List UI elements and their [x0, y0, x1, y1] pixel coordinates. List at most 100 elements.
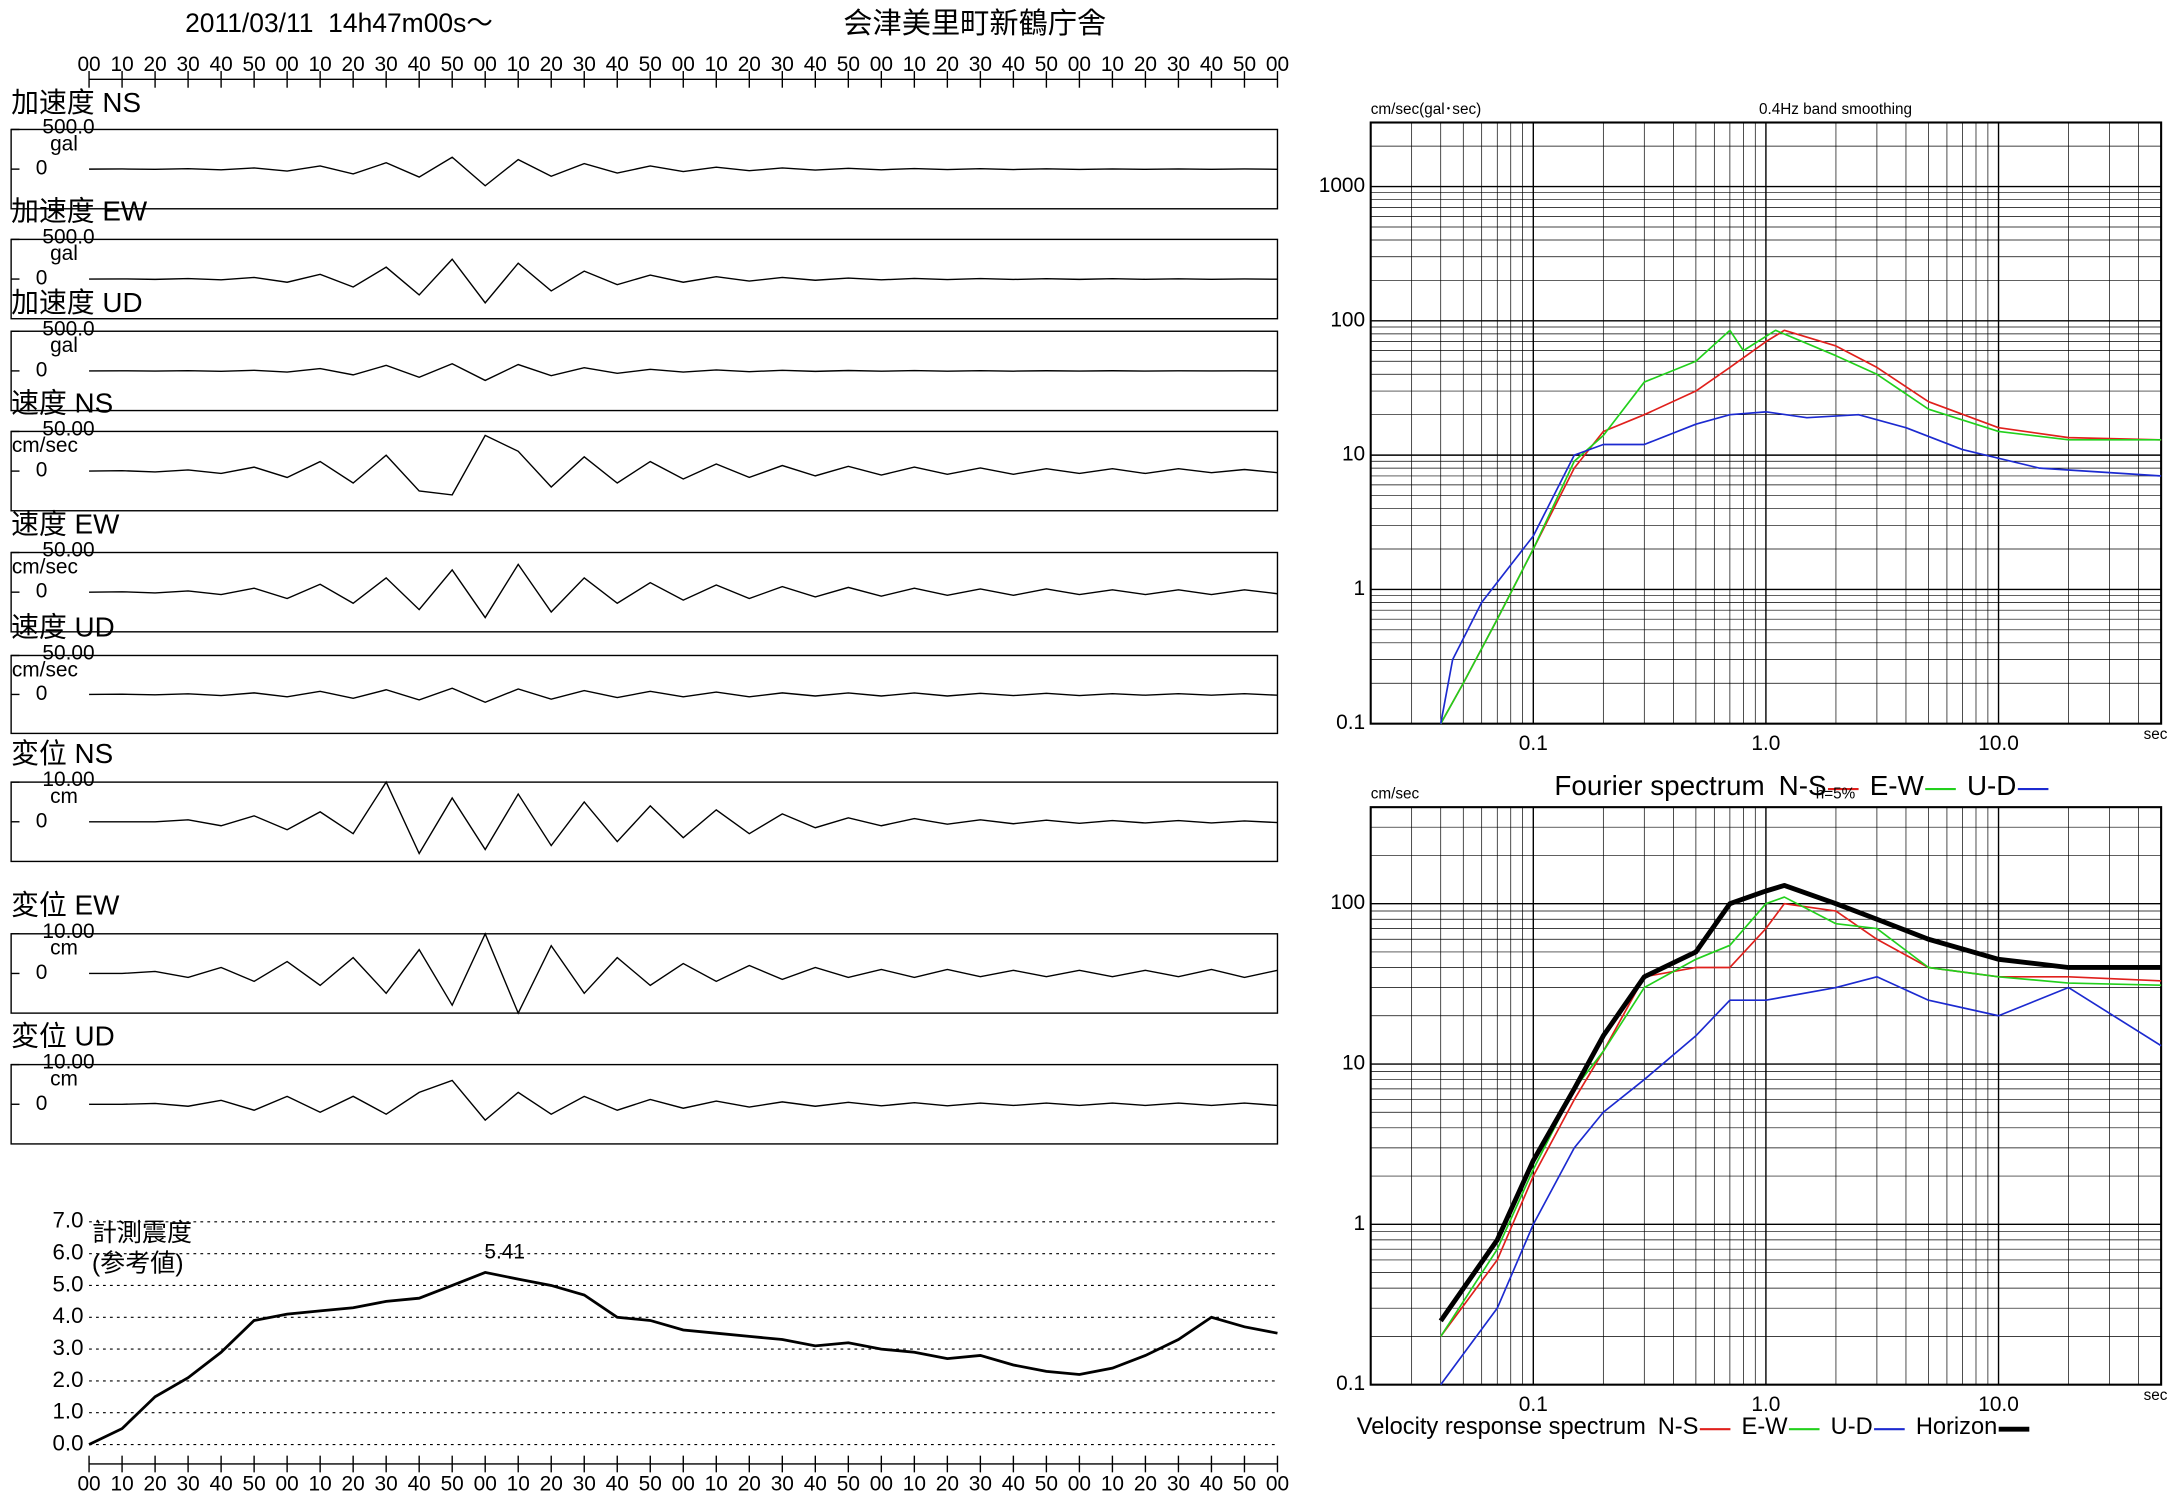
panel-title: 速度 NS [11, 387, 113, 418]
x-tick-label: 40 [606, 53, 629, 76]
y-tick-label: 0 [36, 580, 48, 603]
spectrum-line [1438, 882, 2162, 1323]
x-tick-label: 00 [1068, 1472, 1091, 1495]
x-tick-label: 10 [903, 1472, 926, 1495]
x-tick-label: 30 [375, 53, 398, 76]
y-unit: gal [50, 334, 78, 357]
x-tick-label: 40 [606, 1472, 629, 1495]
x-tick-label: 20 [540, 1472, 563, 1495]
x-tick-label: 00 [77, 53, 100, 76]
x-tick-label: 0.1 [1519, 1393, 1548, 1416]
x-tick-label: 50 [1035, 53, 1058, 76]
x-tick-label: 50 [441, 1472, 464, 1495]
y-tick-label: 10.00 [42, 920, 94, 943]
y-tick-label: 0 [36, 358, 48, 381]
x-tick-label: 20 [342, 53, 365, 76]
legend-label: E-W [1742, 1414, 1789, 1440]
y-tick-label: 50.00 [42, 642, 94, 665]
y-tick-label: 1.0 [53, 1399, 84, 1424]
x-tick-label: 50 [639, 1472, 662, 1495]
y-tick-label: 50.00 [42, 539, 94, 562]
x-tick-label: 50 [1035, 1472, 1058, 1495]
x-tick-label: 50 [243, 53, 266, 76]
x-tick-label: 30 [1167, 1472, 1190, 1495]
y-unit: cm [50, 785, 78, 808]
x-tick-label: 50 [1233, 53, 1256, 76]
x-tick-label: 10 [903, 53, 926, 76]
x-tick-label: 20 [1134, 1472, 1157, 1495]
y-tick-label: 5.0 [53, 1271, 84, 1296]
legend-label: E-W [1870, 770, 1925, 801]
x-tick-label: 30 [969, 53, 992, 76]
chart-title: (参考値) [92, 1250, 184, 1278]
x-tick-label: 30 [771, 1472, 794, 1495]
x-tick-label: 20 [936, 1472, 959, 1495]
x-tick-label: 10 [705, 1472, 728, 1495]
x-tick-label: 40 [210, 1472, 233, 1495]
y-tick-label: 0.1 [1336, 711, 1365, 734]
x-tick-label: 40 [1002, 1472, 1025, 1495]
y-tick-label: 7.0 [53, 1208, 84, 1233]
y-tick-label: 500.0 [42, 226, 94, 249]
x-axis-label: sec [2144, 1387, 2168, 1404]
panel-title: 加速度 NS [11, 87, 141, 118]
x-tick-label: 40 [1200, 53, 1223, 76]
legend-label: U-D [1831, 1414, 1873, 1440]
x-tick-label: 20 [143, 53, 166, 76]
y-tick-label: 0 [36, 961, 48, 984]
y-tick-label: 0.1 [1336, 1372, 1365, 1395]
waveform [89, 258, 1278, 304]
x-tick-label: 00 [870, 53, 893, 76]
y-tick-label: 500.0 [42, 116, 94, 139]
y-tick-label: 0.0 [53, 1430, 84, 1455]
x-tick-label: 50 [837, 53, 860, 76]
panel-title: 加速度 EW [11, 195, 148, 226]
x-tick-label: 20 [738, 53, 761, 76]
y-tick-label: 6.0 [53, 1240, 84, 1265]
station-name: 会津美里町新鶴庁舎 [843, 7, 1106, 40]
y-unit: cm/sec [12, 434, 78, 457]
y-unit: cm/sec [12, 658, 78, 681]
x-tick-label: 40 [1200, 1472, 1223, 1495]
y-tick-label: 100 [1330, 308, 1365, 331]
y-tick-label: 50.00 [42, 418, 94, 441]
x-tick-label: 30 [176, 1472, 199, 1495]
panel-title: 変位 EW [11, 890, 120, 921]
x-tick-label: 10 [1101, 1472, 1124, 1495]
legend-label: Horizon [1916, 1414, 1997, 1440]
y-tick-label: 0 [36, 809, 48, 832]
panel-title: 変位 UD [11, 1021, 115, 1052]
x-tick-label: 40 [408, 53, 431, 76]
y-unit: cm [50, 1067, 78, 1090]
intensity-line [88, 1270, 1278, 1446]
y-tick-label: 500.0 [42, 317, 94, 340]
y-tick-label: 10 [1342, 1052, 1365, 1075]
x-tick-label: 40 [210, 53, 233, 76]
x-tick-label: 00 [77, 1472, 100, 1495]
x-tick-label: 20 [936, 53, 959, 76]
y-tick-label: 3.0 [53, 1335, 84, 1360]
x-tick-label: 20 [143, 1472, 166, 1495]
peak-label: 5.41 [484, 1240, 525, 1263]
spectrum-line [1440, 975, 2162, 1386]
x-tick-label: 00 [672, 53, 695, 76]
y-tick-label: 4.0 [53, 1303, 84, 1328]
y-tick-label: 0 [36, 267, 48, 290]
legend-label: U-D [1967, 770, 2016, 801]
x-tick-label: 00 [474, 1472, 497, 1495]
y-tick-label: 10 [1342, 443, 1365, 466]
y-unit: gal [50, 242, 78, 265]
spectrum-line [1439, 411, 2162, 724]
waveform [89, 156, 1278, 187]
plot-frame [1369, 806, 2163, 1386]
chart-subtitle: h=5% [1816, 786, 1856, 803]
x-axis-label: sec [2144, 726, 2168, 743]
x-tick-label: 30 [176, 53, 199, 76]
waveform [89, 362, 1278, 382]
y-tick-label: 10.00 [42, 1051, 94, 1074]
x-tick-label: 30 [1167, 53, 1190, 76]
x-tick-label: 50 [243, 1472, 266, 1495]
y-unit: cm/sec [12, 555, 78, 578]
x-tick-label: 30 [969, 1472, 992, 1495]
